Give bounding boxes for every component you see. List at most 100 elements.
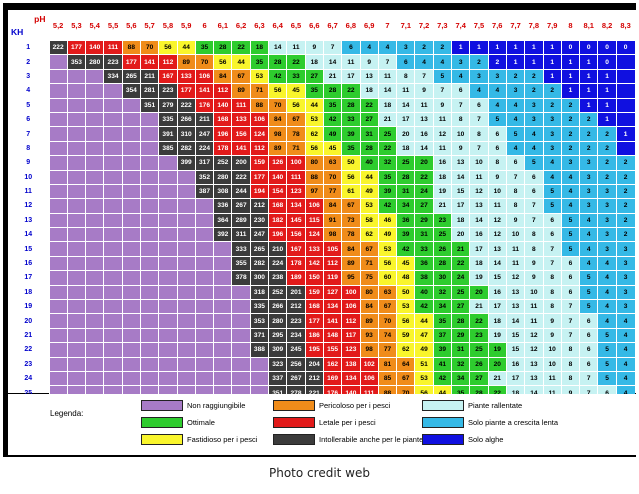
co2-value-cell: 78 [341,227,361,242]
co2-value-cell: 18 [396,140,415,156]
co2-value-cell: 28 [213,39,232,55]
ph-header-cell: 7 [377,10,397,41]
ph-header-cell: 8,3 [615,10,635,41]
co2-value-cell: 56 [304,140,324,156]
ph-header-cell: 6,2 [231,10,251,41]
co2-value-cell: 1 [597,83,617,99]
co2-value-cell: 2 [579,111,598,127]
co2-value-cell: 56 [158,39,178,55]
co2-value-cell [103,370,123,386]
legend-item: Letale per i pesci [273,416,376,428]
co2-value-cell [176,299,196,314]
co2-value-cell: 336 [213,198,232,214]
co2-value-cell: 21 [432,198,452,214]
co2-value-cell: 3 [597,241,617,257]
legend-label: Piante rallentate [468,400,523,410]
co2-value-cell: 111 [231,97,251,113]
co2-value-cell: 7 [469,111,489,127]
co2-value-cell: 84 [359,299,379,314]
legend-swatch [273,433,315,445]
co2-value-cell: 27 [469,370,489,386]
co2-value-cell: 12 [524,342,544,358]
co2-value-cell: 24 [451,270,470,286]
co2-value-cell: 266 [176,111,196,127]
co2-value-cell: 1 [579,68,598,84]
co2-value-cell [213,327,232,343]
co2-value-cell [103,183,123,199]
co2-value-cell: 42 [414,299,434,314]
co2-value-cell: 21 [487,370,507,386]
co2-value-cell [121,183,141,199]
co2-value-cell [139,327,159,343]
co2-value-cell: 5 [560,212,580,228]
co2-value-cell: 280 [268,313,287,329]
kh-row-label: 8 [8,140,49,156]
co2-value-cell: 7 [505,169,525,185]
co2-value-cell [158,155,178,171]
kh-row-label: 10 [8,169,49,185]
co2-value-cell: 156 [231,126,251,142]
co2-value-cell: 25 [432,227,452,242]
co2-value-cell: 2 [579,126,598,142]
co2-value-cell: 196 [268,227,287,242]
co2-value-cell [139,227,159,242]
co2-value-cell: 32 [377,155,397,171]
co2-value-cell [66,155,86,171]
co2-value-cell [48,140,68,156]
co2-value-cell: 1 [487,39,507,55]
co2-value-cell: 138 [341,356,361,372]
co2-value-cell: 247 [249,227,269,242]
co2-value-cell: 3 [615,299,635,314]
co2-value-cell: 222 [231,169,251,185]
co2-value-cell: 11 [469,169,489,185]
co2-value-cell: 14 [377,83,397,99]
co2-value-cell [139,356,159,372]
co2-value-cell [176,356,196,372]
co2-value-cell [139,342,159,358]
co2-value-cell: 84 [268,111,287,127]
co2-value-cell: 11 [524,313,544,329]
co2-value-cell: 5 [560,241,580,257]
co2-value-cell [66,97,86,113]
co2-value-cell: 22 [451,255,470,271]
co2-value-cell: 42 [268,68,287,84]
co2-value-cell: 5 [524,155,544,171]
co2-value-cell [103,270,123,286]
legend-label: Intollerabile anche per le piante [319,434,424,444]
co2-value-cell: 100 [286,155,306,171]
co2-value-cell: 2 [597,140,617,156]
co2-value-cell: 50 [341,155,361,171]
co2-value-cell: 89 [268,140,287,156]
co2-value-cell: 3 [597,227,617,242]
co2-value-cell: 31 [359,126,379,142]
co2-value-cell [231,299,251,314]
co2-value-cell: 6 [524,169,544,185]
legend-item: Ottimale [141,416,215,428]
co2-value-cell: 2 [524,68,544,84]
co2-value-cell: 265 [121,68,141,84]
co2-value-cell: 281 [139,83,159,99]
co2-value-cell: 49 [414,342,434,358]
co2-value-cell: 141 [194,83,214,99]
co2-value-cell: 42 [396,241,415,257]
co2-value-cell: 20 [451,227,470,242]
co2-value-cell: 25 [469,342,489,358]
table-row: 10 352 280 222 177 140 111 88 70 56 44 35 28 22 18 14 11… [8,169,635,185]
legend-label: Letale per i pesci [319,417,376,427]
legend-swatch [141,416,183,428]
co2-value-cell: 141 [322,313,342,329]
co2-value-cell: 4 [487,97,507,113]
co2-value-cell: 15 [451,183,470,199]
co2-value-cell: 56 [268,83,287,99]
co2-value-cell [103,342,123,358]
legend-label: Ottimale [187,417,215,427]
ph-header-cell: 7,8 [524,10,544,41]
co2-value-cell [48,212,68,228]
co2-value-cell [85,68,104,84]
co2-value-cell: 28 [451,313,470,329]
co2-value-cell: 399 [176,155,196,171]
co2-value-cell: 127 [322,284,342,300]
co2-value-cell: 6 [505,155,525,171]
co2-value-cell: 3 [469,68,489,84]
co2-value-cell: 44 [304,97,324,113]
